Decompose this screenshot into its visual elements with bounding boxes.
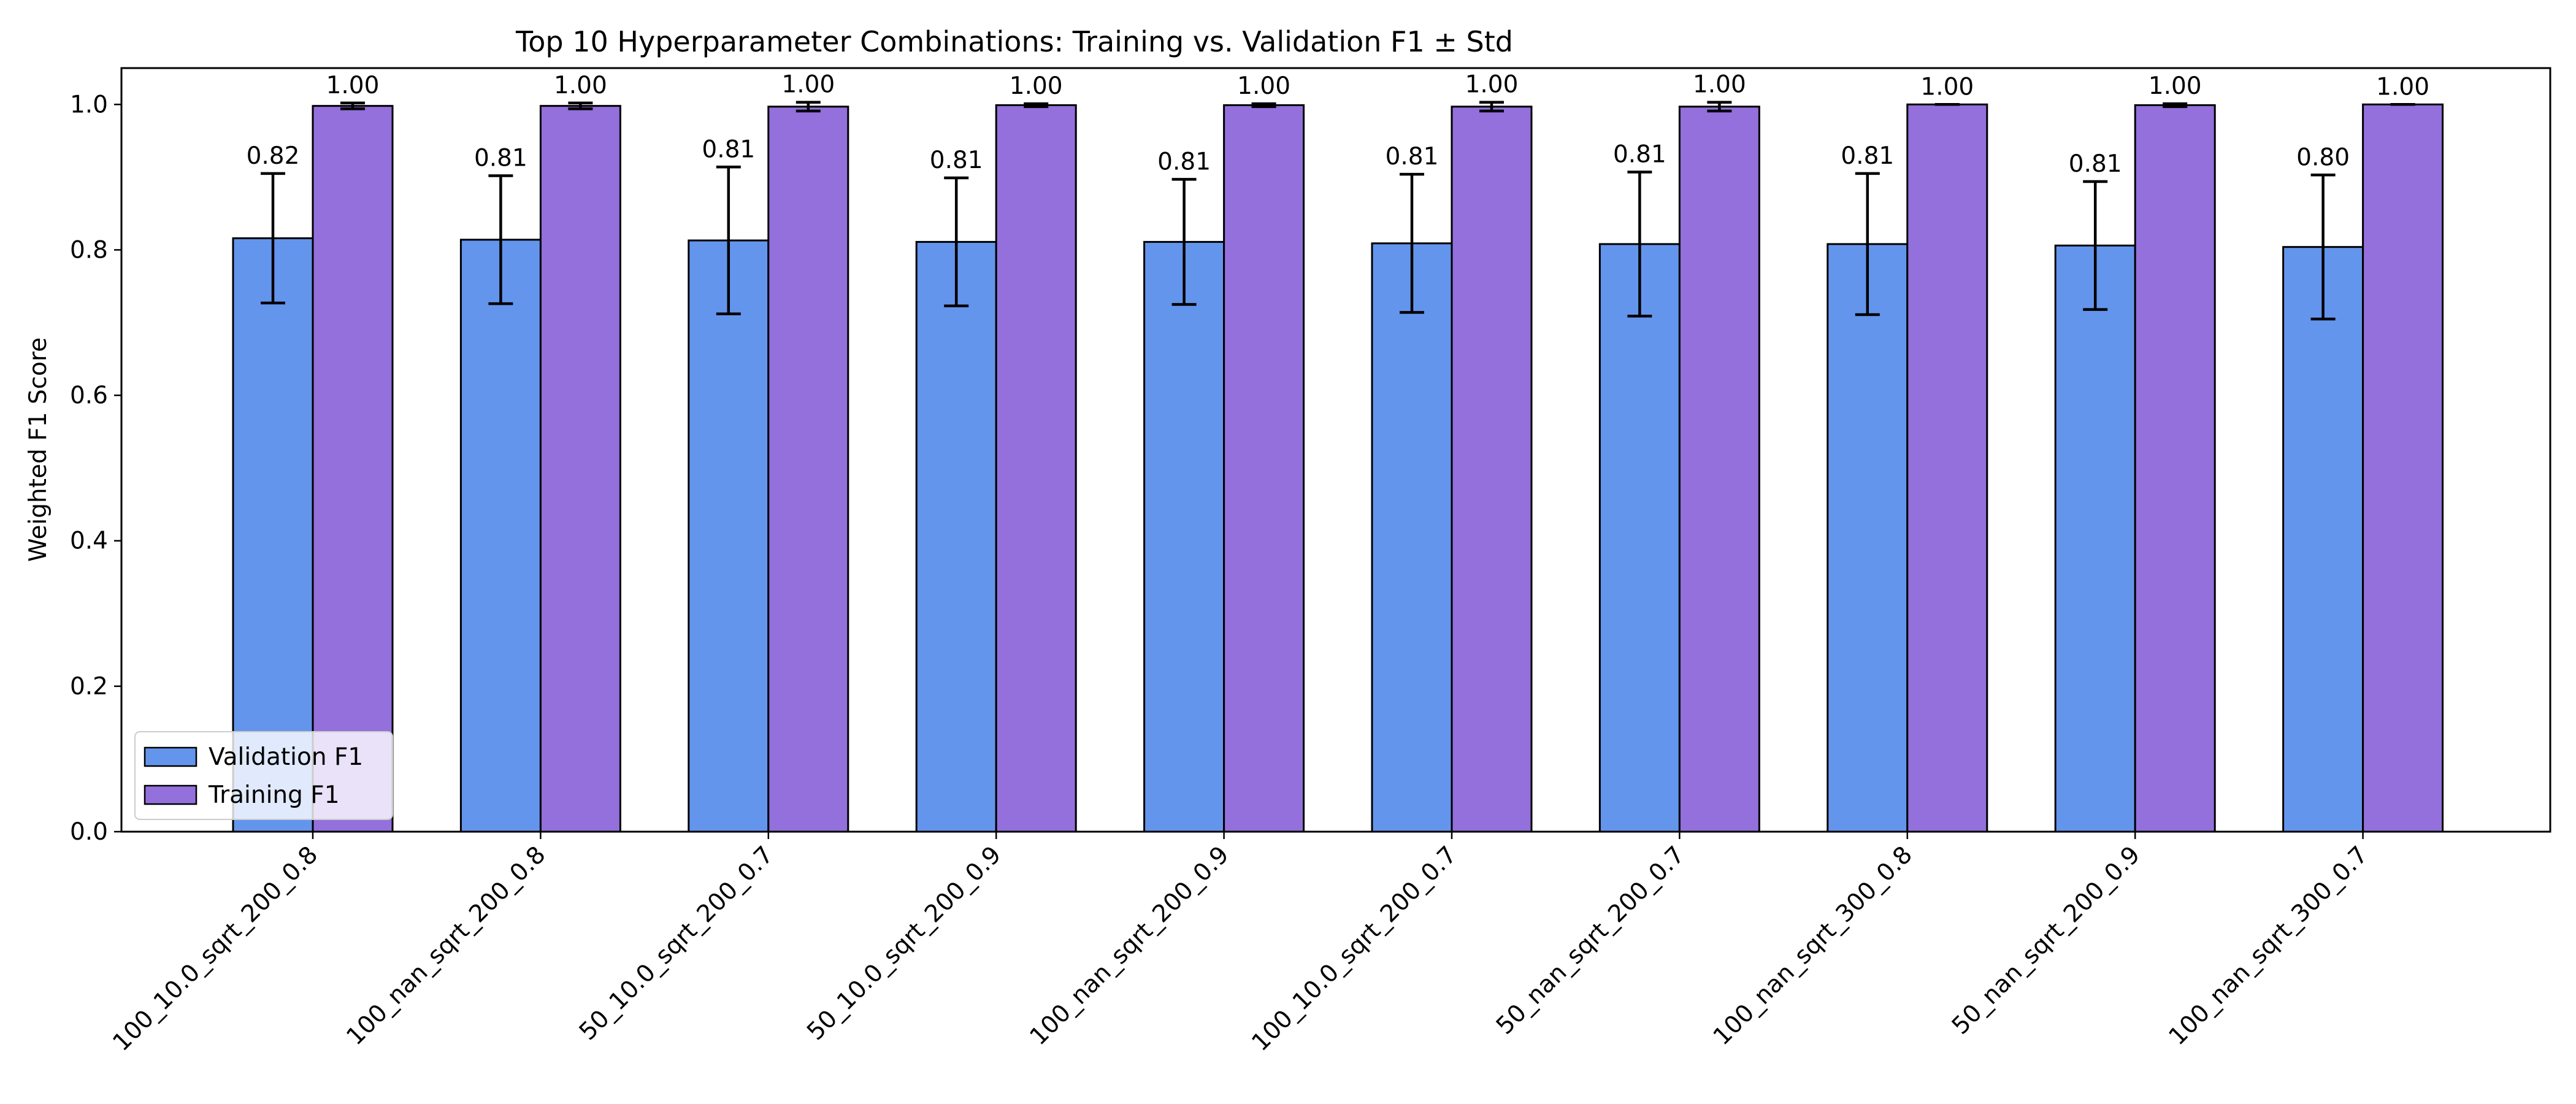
y-axis-label: Weighted F1 Score (25, 337, 52, 562)
x-tick-label-6: 50_nan_sqrt_200_0.7 (1491, 841, 1690, 1040)
plot-frame (120, 67, 2551, 833)
bar-training-8 (2134, 104, 2216, 833)
x-tick-label-2: 50_10.0_sqrt_200_0.7 (574, 841, 779, 1046)
data-label-training-5: 1.00 (1465, 71, 1519, 99)
data-label-training-2: 1.00 (781, 71, 835, 99)
data-label-training-7: 1.00 (1920, 73, 1974, 101)
x-tick-label-8: 50_nan_sqrt_200_0.9 (1947, 841, 2145, 1040)
legend-box (134, 731, 393, 820)
x-axis: 100_10.0_sqrt_200_0.8 100_nan_sqrt_200_0.… (108, 832, 2374, 1057)
x-tick-label-5: 100_10.0_sqrt_200_0.7 (1247, 841, 1463, 1057)
legend-label-validation: Validation F1 (209, 743, 363, 771)
y-tick-label-3: 0.6 (70, 382, 108, 410)
data-label-training-0: 1.00 (326, 72, 380, 99)
legend-swatch-training (144, 784, 197, 805)
bar-training-5 (1451, 105, 1533, 833)
data-label-training-4: 1.00 (1237, 72, 1290, 100)
data-label-validation-2: 0.81 (702, 136, 755, 163)
y-tick-label-4: 0.8 (70, 236, 108, 264)
legend-swatch-validation (144, 746, 197, 767)
bar-training-6 (1678, 105, 1760, 833)
data-label-validation-4: 0.81 (1157, 148, 1211, 175)
data-label-validation-6: 0.81 (1613, 141, 1666, 169)
bar-validation-6 (1598, 243, 1681, 833)
bar-validation-9 (2282, 246, 2364, 833)
data-label-validation-0: 0.82 (247, 142, 300, 170)
error-bars (261, 101, 2415, 321)
x-tick-label-7: 100_nan_sqrt_300_0.8 (1708, 841, 1918, 1051)
bar-training-2 (767, 105, 849, 833)
data-label-validation-8: 0.81 (2069, 150, 2122, 178)
bar-validation-7 (1827, 243, 1909, 833)
y-tick-label-1: 0.2 (70, 673, 108, 700)
x-tick-label-9: 100_nan_sqrt_300_0.7 (2164, 841, 2374, 1051)
data-label-training-8: 1.00 (2149, 72, 2202, 100)
bars (232, 103, 2444, 833)
y-tick-label-0: 0.0 (70, 818, 108, 846)
data-label-validation-3: 0.81 (930, 147, 983, 174)
legend: Validation F1 Training F1 (134, 731, 393, 820)
y-tick-label-5: 1.0 (70, 91, 108, 118)
bar-validation-8 (2054, 244, 2136, 833)
data-label-validation-5: 0.81 (1386, 143, 1439, 171)
data-label-validation-9: 0.80 (2296, 144, 2350, 171)
y-axis: 0.0 0.2 0.4 0.6 0.8 1.0 (70, 91, 121, 846)
bar-validation-4 (1143, 240, 1225, 833)
x-tick-label-1: 100_nan_sqrt_200_0.8 (341, 841, 551, 1051)
legend-label-training: Training F1 (208, 781, 340, 809)
x-tick-label-4: 100_nan_sqrt_200_0.9 (1025, 841, 1235, 1051)
bar-training-0 (312, 105, 394, 833)
data-label-training-9: 1.00 (2376, 73, 2429, 101)
data-label-validation-7: 0.81 (1841, 142, 1894, 170)
bar-training-7 (1906, 103, 1988, 833)
x-tick-label-3: 50_10.0_sqrt_200_0.9 (802, 841, 1006, 1046)
bar-validation-3 (915, 240, 997, 833)
bar-validation-1 (459, 239, 542, 833)
bar-training-9 (2362, 103, 2444, 833)
data-labels: 0.82 1.00 0.81 1.00 0.81 1.00 0.81 1.00 0.81 1.00… (247, 71, 2429, 178)
data-label-training-1: 1.00 (554, 72, 607, 99)
bar-validation-5 (1371, 242, 1453, 833)
x-tick-label-0: 100_10.0_sqrt_200_0.8 (108, 841, 324, 1057)
chart-title: Top 10 Hyperparameter Combinations: Trai… (515, 25, 1513, 58)
data-label-validation-1: 0.81 (474, 144, 527, 172)
data-label-training-3: 1.00 (1010, 72, 1063, 100)
bar-training-1 (539, 105, 621, 833)
bar-training-4 (1223, 104, 1305, 833)
bar-validation-2 (688, 239, 770, 833)
y-tick-label-2: 0.4 (70, 527, 108, 555)
data-label-training-6: 1.00 (1693, 71, 1746, 99)
bar-training-3 (995, 104, 1077, 833)
